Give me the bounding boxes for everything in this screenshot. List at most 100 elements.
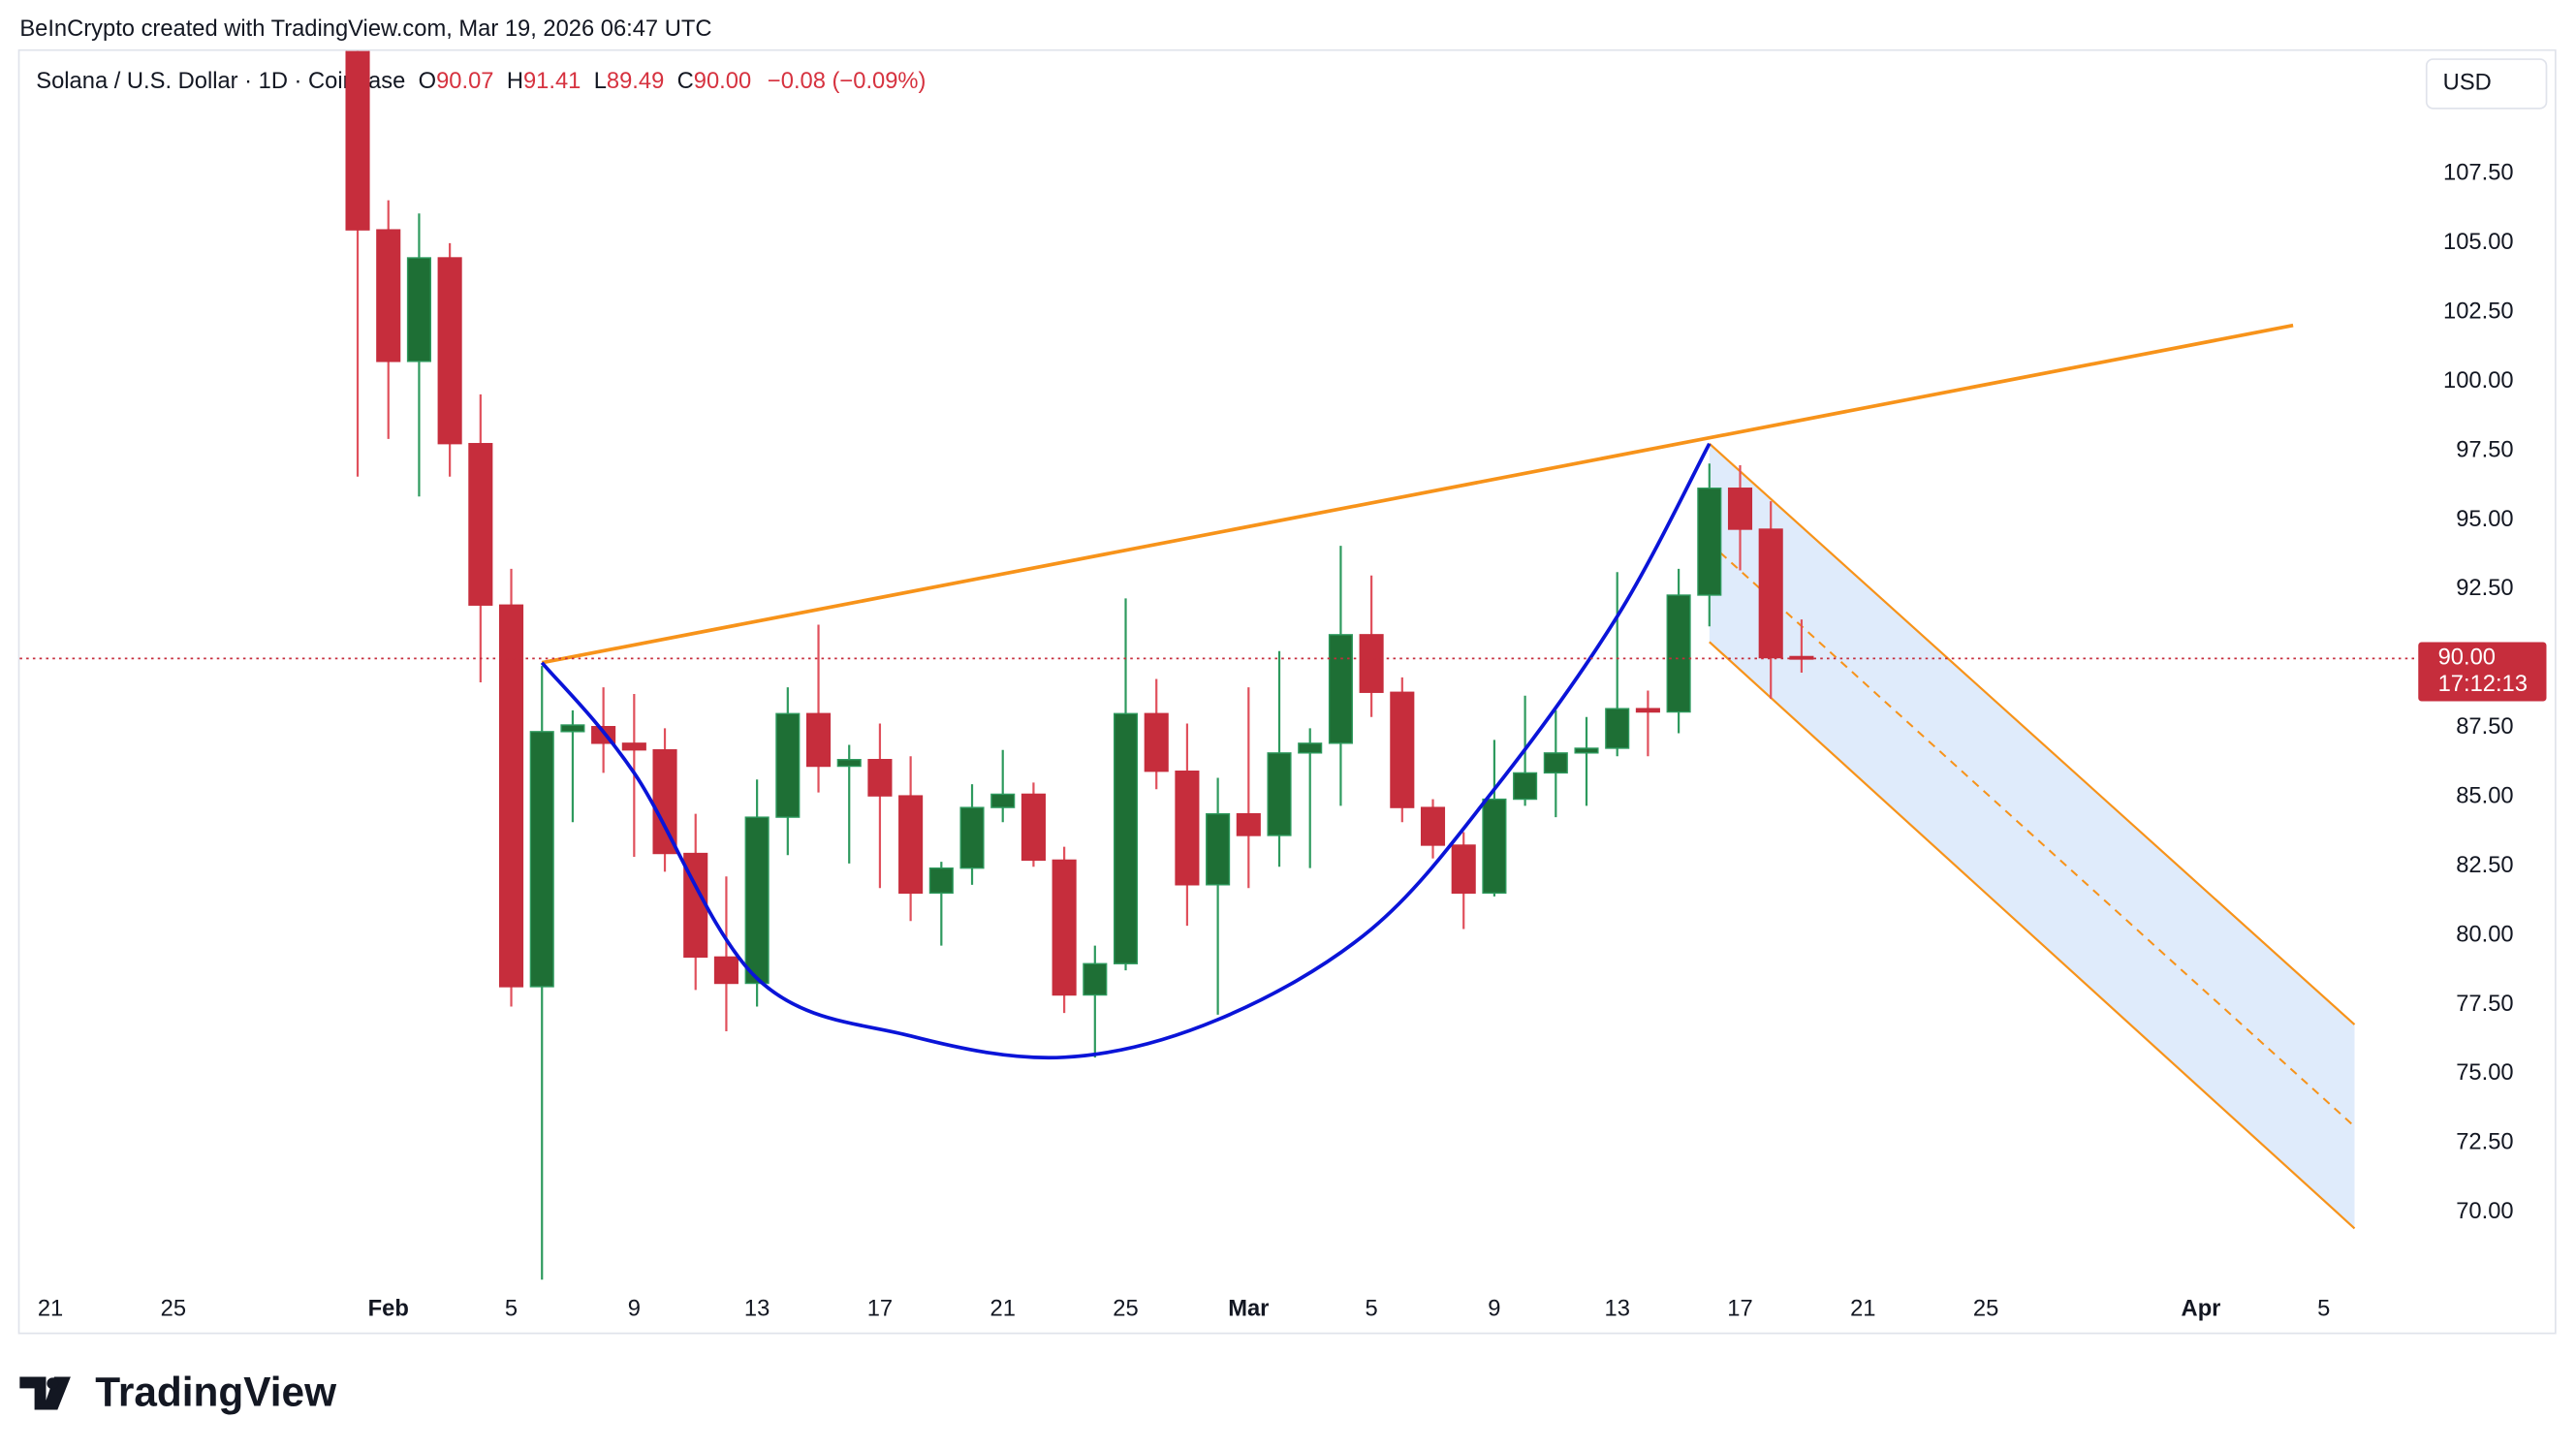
x-tick-label: 17: [867, 1296, 893, 1321]
y-tick-label: 75.00: [2456, 1060, 2513, 1086]
candle-body: [1052, 859, 1077, 996]
x-tick-label: Feb: [368, 1296, 409, 1321]
candle-body: [406, 257, 431, 362]
y-tick-label: 102.50: [2443, 299, 2514, 325]
candle-body: [1451, 844, 1476, 895]
candle-body: [1666, 594, 1691, 713]
ohlc-key: C: [677, 69, 694, 94]
chart-frame: [17, 48, 2557, 1335]
cup-curve: [540, 442, 1712, 1060]
trendline: [541, 323, 2294, 665]
change: −0.08 (−0.09%): [768, 69, 927, 94]
x-tick-label: 9: [1488, 1296, 1500, 1321]
ohlc-value: 91.41: [523, 69, 581, 94]
logo: TradingView: [19, 1369, 337, 1414]
attribution: BeInCrypto created with TradingView.com,…: [19, 16, 711, 42]
candle-body: [959, 806, 985, 869]
candle-body: [1697, 488, 1722, 596]
candle-body: [1513, 772, 1538, 801]
candle-body: [1298, 742, 1323, 754]
y-tick-label: 85.00: [2456, 784, 2513, 809]
y-tick-label: 97.50: [2456, 437, 2513, 462]
candle-body: [560, 724, 585, 733]
logo-dot: [47, 1377, 59, 1390]
y-tick-label: 82.50: [2456, 853, 2513, 878]
x-tick-label: 21: [990, 1296, 1016, 1321]
candle-body: [1359, 634, 1384, 693]
logo-text: TradingView: [95, 1369, 337, 1414]
channel-upper: [1709, 442, 2356, 1025]
x-tick-label: 13: [744, 1296, 770, 1321]
candle-body: [1083, 962, 1108, 996]
channel-lower: [1709, 641, 2356, 1230]
plot-area: [345, 50, 2356, 1280]
candle-body: [713, 956, 738, 985]
candle-body: [1206, 813, 1231, 886]
candle-body: [1236, 813, 1261, 836]
candle-body: [1727, 488, 1753, 530]
candle-body: [1482, 798, 1507, 895]
ohlc-value: 90.00: [694, 69, 751, 94]
candle-body: [1113, 712, 1139, 964]
x-tick-label: 9: [628, 1296, 641, 1321]
ohlc-key: L: [594, 69, 607, 94]
candle-body: [1390, 691, 1415, 808]
y-tick-label: 87.50: [2456, 714, 2513, 740]
candle-body: [1574, 747, 1599, 754]
symbol: Solana / U.S. Dollar · 1D · Coinbase: [36, 69, 405, 94]
candle-body: [468, 443, 493, 606]
candle-body: [1267, 752, 1292, 836]
candle-body: [652, 749, 677, 855]
candle-body: [498, 604, 524, 988]
price-tag-price: 90.00: [2438, 646, 2496, 671]
candle-body: [990, 793, 1016, 808]
candle-body: [1328, 634, 1353, 744]
y-tick-label: 95.00: [2456, 507, 2513, 532]
candle-body: [1144, 712, 1169, 772]
x-tick-label: 21: [38, 1296, 63, 1321]
candle-body: [529, 731, 554, 988]
ohlc-key: H: [507, 69, 523, 94]
x-tick-label: 5: [2317, 1296, 2330, 1321]
y-tick-label: 72.50: [2456, 1130, 2513, 1155]
candle-body: [1758, 528, 1783, 659]
channel-fill: [1709, 443, 2355, 1229]
candle-body: [1021, 793, 1046, 862]
x-tick-label: Mar: [1228, 1296, 1269, 1321]
y-tick-label: 107.50: [2443, 161, 2514, 186]
y-tick-label: 80.00: [2456, 922, 2513, 947]
x-tick-label: Apr: [2182, 1296, 2221, 1321]
ohlc-key: O: [419, 69, 436, 94]
x-tick-label: 25: [1973, 1296, 1998, 1321]
logo-mark: [19, 1376, 71, 1410]
candle-body: [1635, 708, 1660, 713]
candle-body: [1543, 752, 1568, 774]
x-tick-label: 13: [1605, 1296, 1630, 1321]
candle-body: [1175, 771, 1200, 886]
candle-body: [836, 759, 862, 768]
candle-body: [898, 795, 924, 895]
candle-body: [928, 867, 954, 895]
ohlc-value: 89.49: [607, 69, 664, 94]
x-tick-label: 25: [161, 1296, 186, 1321]
candle-body: [867, 759, 893, 797]
candle-body: [621, 742, 646, 751]
price-tag: [2418, 642, 2547, 702]
candle-body: [437, 257, 462, 445]
candle-body: [345, 50, 370, 231]
x-tick-label: 25: [1113, 1296, 1138, 1321]
y-tick-label: 70.00: [2456, 1199, 2513, 1224]
y-tick-label: 77.50: [2456, 992, 2513, 1017]
y-tick-label: 100.00: [2443, 368, 2514, 394]
currency: USD: [2443, 71, 2492, 96]
candle-body: [1605, 708, 1630, 749]
candle-body: [1420, 806, 1446, 846]
price-tag-countdown: 17:12:13: [2438, 672, 2528, 697]
candle-body: [744, 816, 770, 985]
candle-body: [775, 712, 801, 818]
candle-body: [376, 229, 401, 362]
channel-middle: [1709, 542, 2356, 1127]
symbol-legend: Solana / U.S. Dollar · 1D · Coinbase O 90…: [36, 69, 926, 94]
x-tick-label: 21: [1850, 1296, 1875, 1321]
